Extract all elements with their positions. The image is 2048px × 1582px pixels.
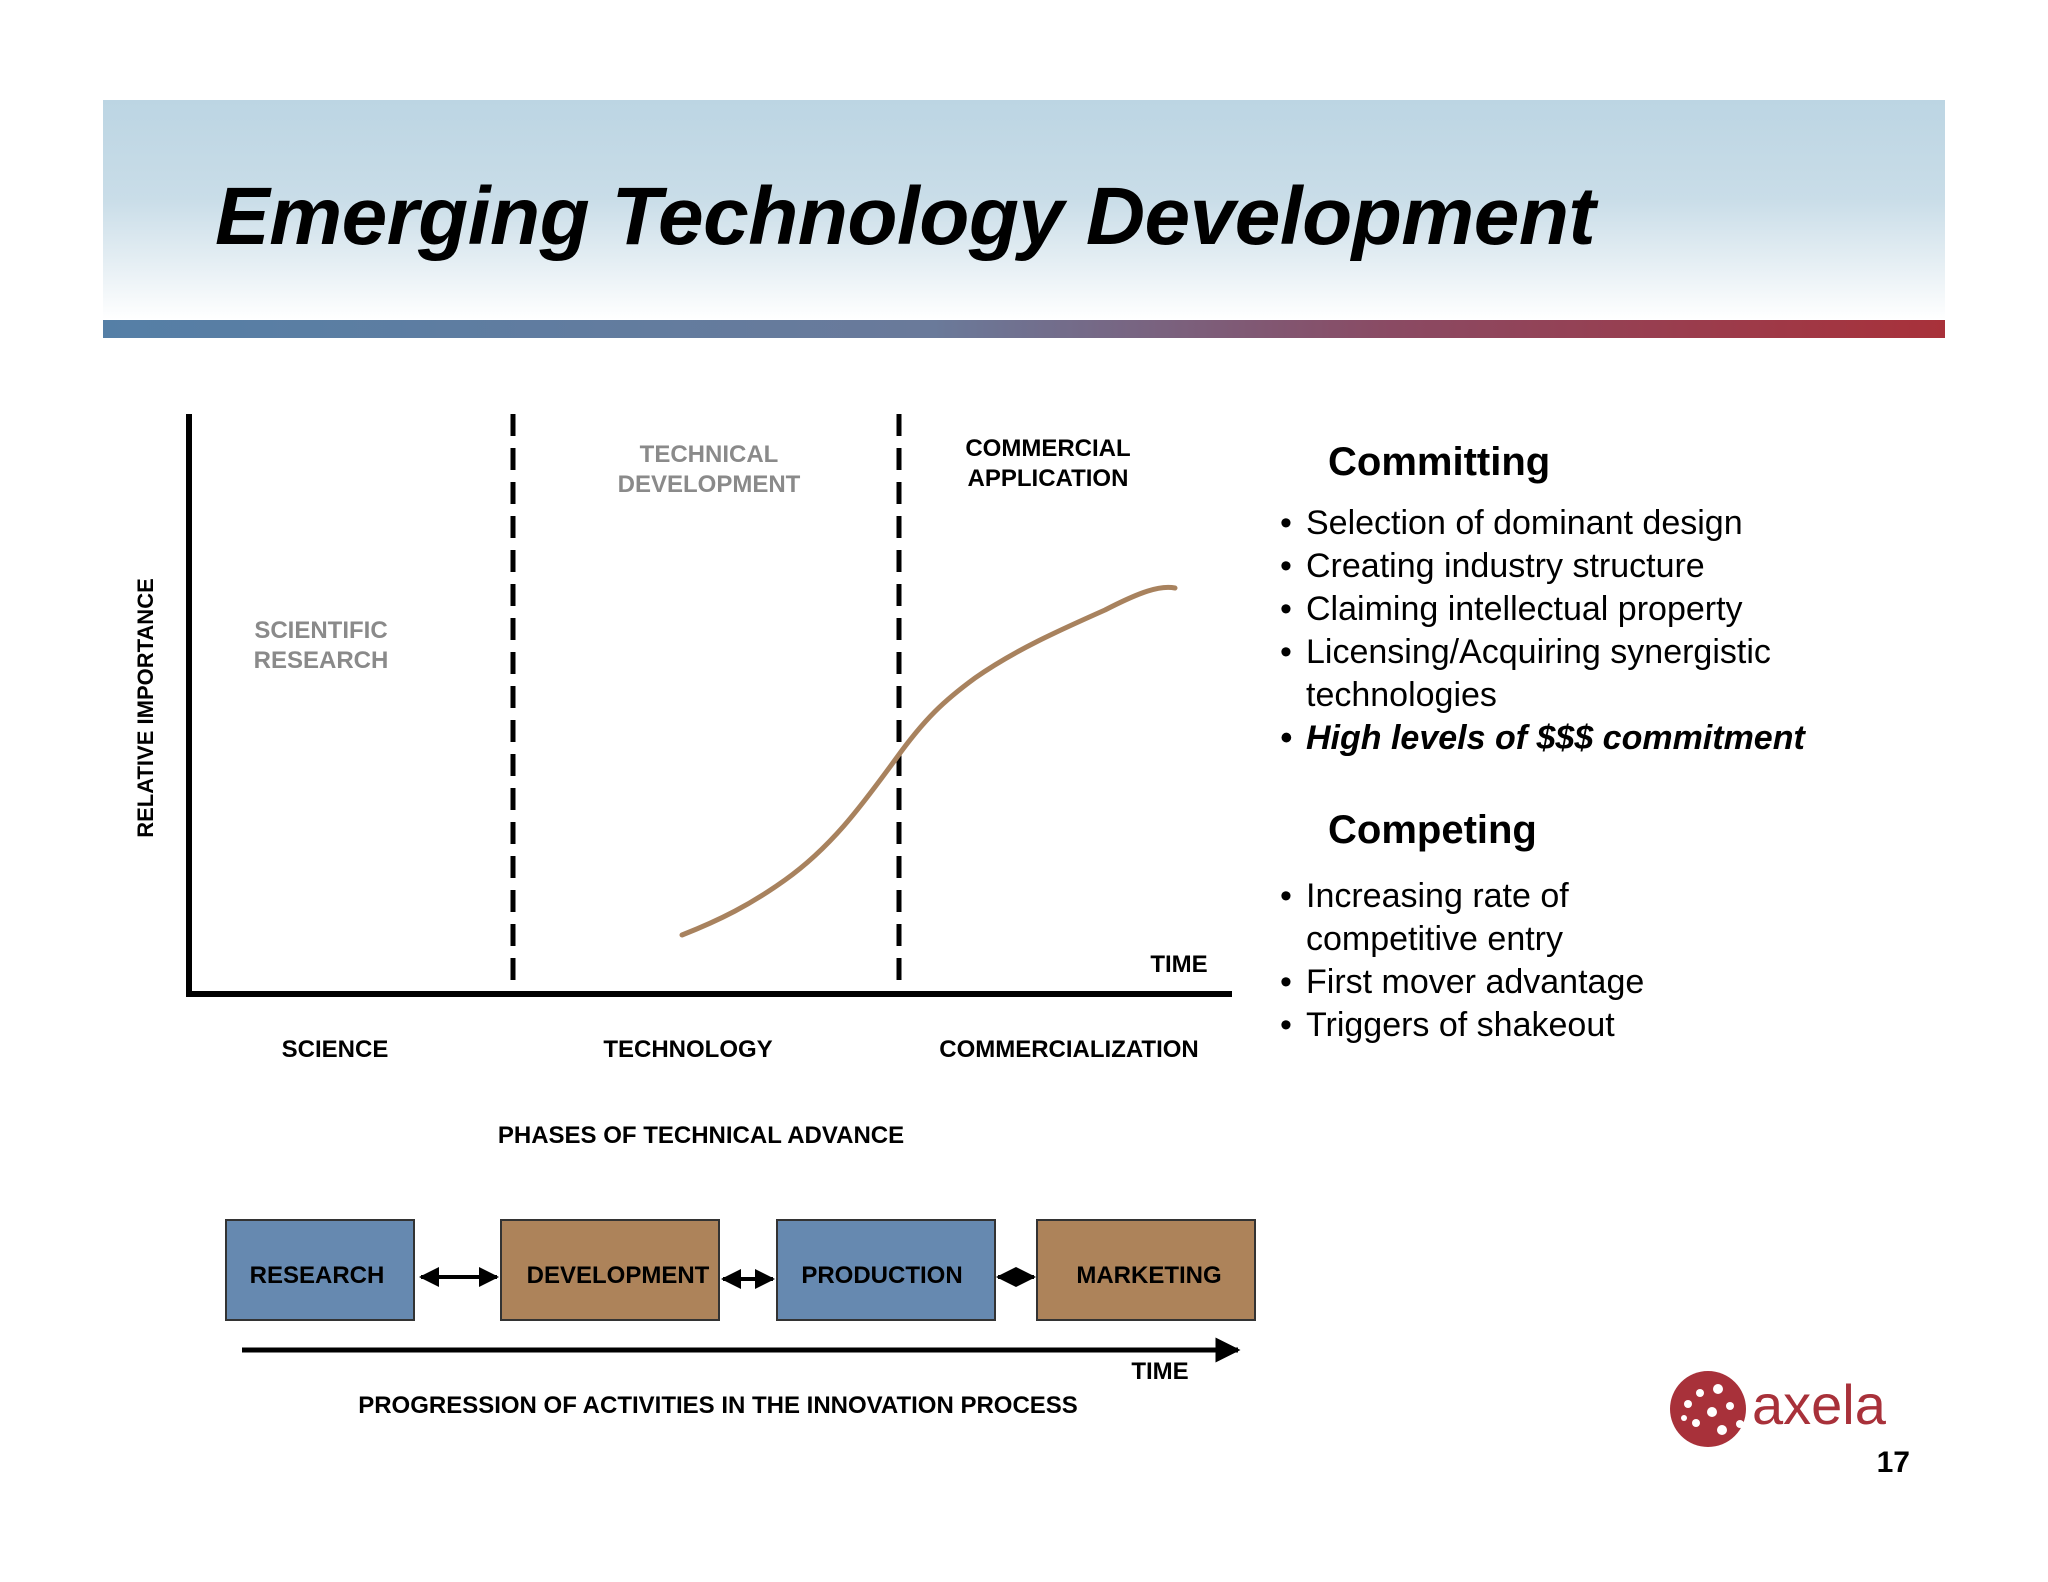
process-label-marketing: MARKETING [1076, 1262, 1221, 1289]
committing-item: Selection of dominant design [1278, 502, 1805, 545]
committing-item: Creating industry structure [1278, 545, 1805, 588]
region-label-scientific-2: RESEARCH [254, 647, 389, 674]
committing-item: Claiming intellectual property [1278, 588, 1805, 631]
committing-item-continuation: technologies [1306, 676, 1497, 714]
process-caption: PROGRESSION OF ACTIVITIES IN THE INNOVAT… [358, 1392, 1078, 1419]
header-rule [103, 320, 1945, 338]
competing-heading: Competing [1328, 808, 1537, 852]
process-label-production: PRODUCTION [801, 1262, 962, 1289]
y-axis-label: RELATIVE IMPORTANCE [133, 578, 158, 838]
region-label-technical-1: TECHNICAL [640, 441, 779, 468]
committing-list: Selection of dominant design Creating in… [1278, 502, 1805, 760]
time-label-chart: TIME [1150, 951, 1207, 978]
region-label-scientific-1: SCIENTIFIC [254, 617, 387, 644]
phase-label-commercialization: COMMERCIALIZATION [939, 1036, 1199, 1063]
page-number: 17 [1876, 1446, 1910, 1479]
process-box-marketing [1036, 1219, 1256, 1321]
competing-item: Triggers of shakeout [1278, 1004, 1644, 1047]
region-label-commercial-1: COMMERCIAL [965, 435, 1130, 462]
region-label-commercial-2: APPLICATION [968, 465, 1129, 492]
process-box-production [776, 1219, 996, 1321]
axela-logo-mark [1670, 1371, 1746, 1447]
s-curve [679, 584, 1178, 938]
process-box-development [500, 1219, 720, 1321]
slide-title: Emerging Technology Development [215, 171, 1596, 262]
process-label-development: DEVELOPMENT [527, 1262, 710, 1289]
committing-item: Licensing/Acquiring synergistic [1278, 631, 1805, 674]
region-label-technical-2: DEVELOPMENT [618, 471, 801, 498]
process-box-research [225, 1219, 415, 1321]
competing-item: First mover advantage [1278, 961, 1644, 1004]
competing-item: Increasing rate of [1278, 875, 1644, 918]
phase-label-science: SCIENCE [282, 1036, 389, 1063]
axela-logo-text: axela [1752, 1373, 1886, 1436]
process-label-research: RESEARCH [250, 1262, 385, 1289]
header-band [103, 100, 1945, 320]
committing-item-emphasis: High levels of $$$ commitment [1278, 717, 1805, 760]
committing-heading: Committing [1328, 440, 1551, 484]
competing-item-continuation: competitive entry [1306, 920, 1563, 958]
phase-label-technology: TECHNOLOGY [603, 1036, 772, 1063]
competing-list: Increasing rate of competitive entry Fir… [1278, 875, 1644, 1047]
phases-caption: PHASES OF TECHNICAL ADVANCE [498, 1122, 904, 1149]
time-label-process: TIME [1131, 1358, 1188, 1385]
